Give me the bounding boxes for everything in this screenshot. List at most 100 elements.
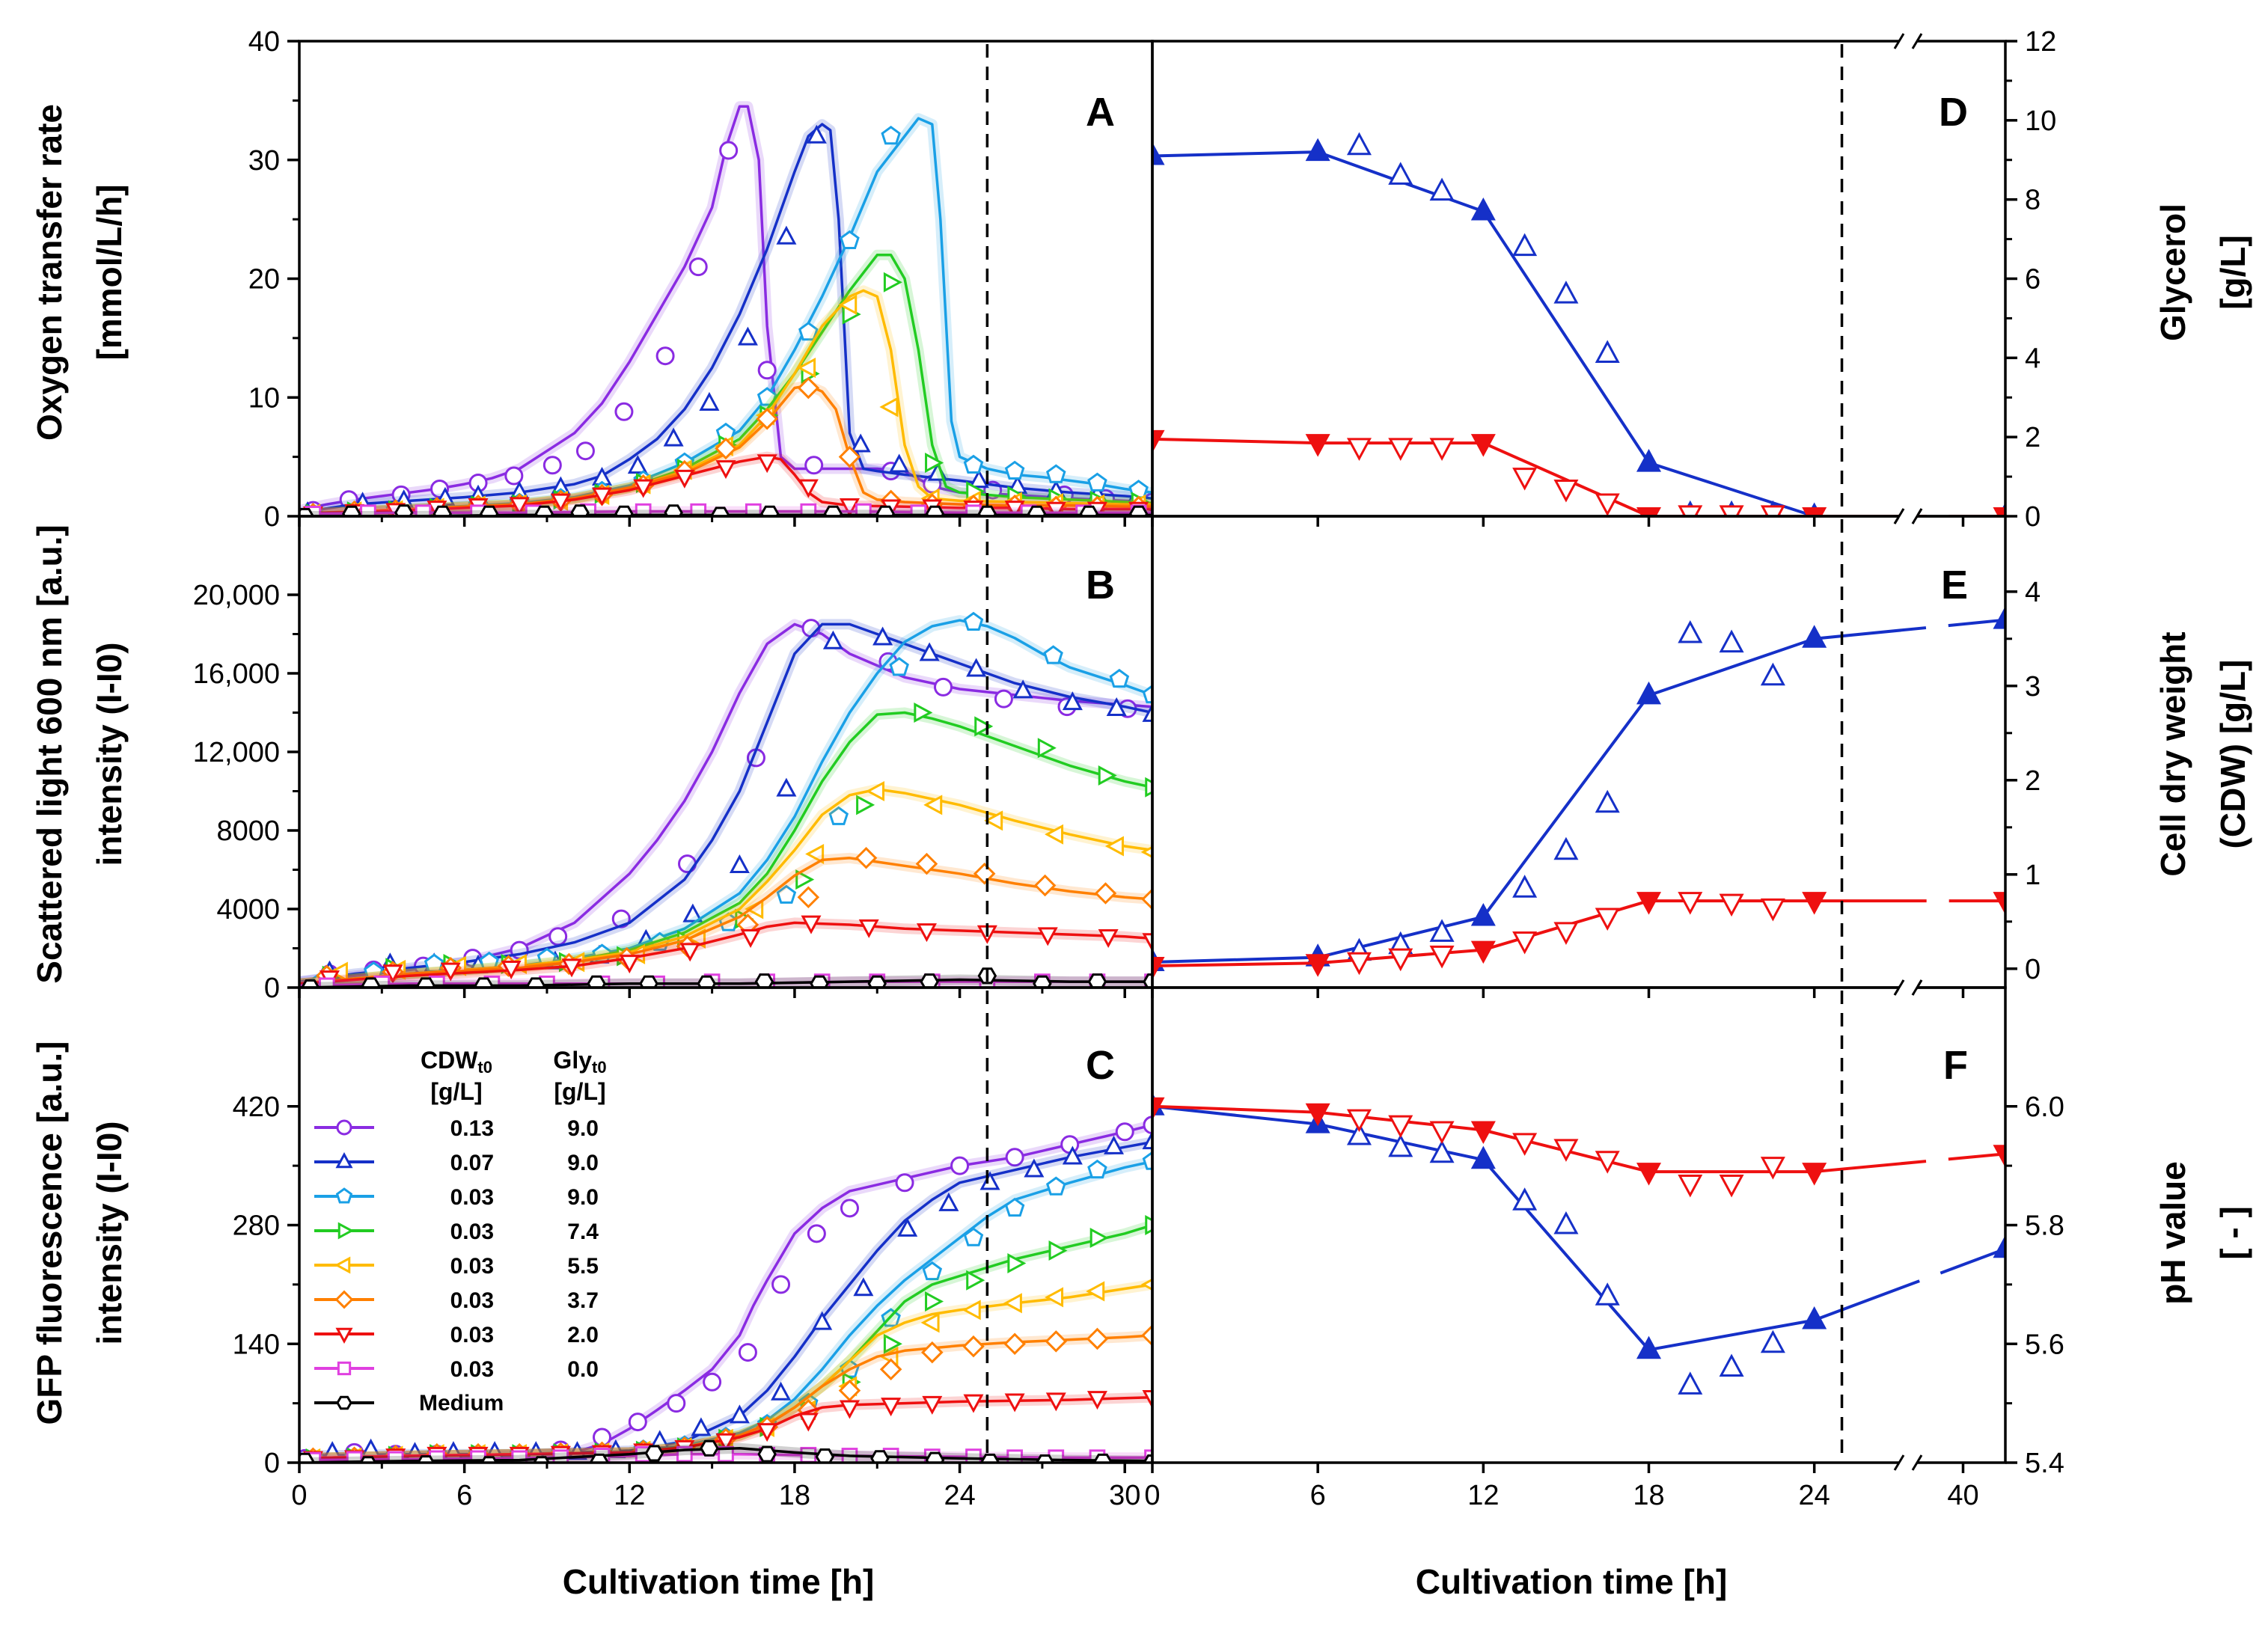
data-point-b-5-11: [973, 862, 996, 885]
data-point-b-6-4: [561, 958, 582, 978]
data-point-c-8-2: [417, 1455, 435, 1463]
data-point-c-7-10: [718, 1445, 734, 1463]
data-point-filled-e-1-4: [1802, 892, 1827, 915]
data-point-open-e-0-8: [1760, 662, 1785, 686]
y-tick-label-f-1: 5.6: [2025, 1329, 2064, 1360]
x-tick-label-c-0: 0: [291, 1480, 307, 1511]
data-point-c-4-16: [962, 1300, 981, 1321]
data-point-a-8-13: [925, 505, 945, 516]
data-point-b-8-15: [1143, 973, 1152, 988]
data-point-open-f-0-5: [1595, 1282, 1620, 1306]
axis-break-mark: [1911, 1454, 1923, 1471]
series-line-e-0: [1482, 694, 1651, 918]
axis-break-gap: [1899, 982, 1917, 994]
series-line-c-6: [299, 1395, 1152, 1460]
data-point-b-1-14: [1012, 679, 1033, 699]
data-point-c-1-18: [1062, 1145, 1083, 1165]
legend-gly-6: 2.0: [567, 1323, 599, 1347]
data-point-open-e-0-4: [1553, 836, 1579, 860]
panel-label-e: E: [1941, 563, 1968, 608]
data-point-filled-d-0-2: [1470, 197, 1496, 221]
y-axis-label-b-line2: intensity (I-I0): [90, 642, 129, 866]
plot-panel-e: [1152, 606, 2005, 980]
panel-label-f: F: [1943, 1043, 1968, 1088]
y-tick-label-d-0: 0: [2025, 501, 2041, 533]
series-line-d-1: [1152, 437, 1318, 445]
data-point-filled-f-1-1: [1305, 1103, 1330, 1127]
data-point-c-6-14: [881, 1398, 902, 1417]
data-point-c-3-16: [966, 1270, 985, 1291]
x-tick-label-c-2: 12: [614, 1480, 645, 1511]
data-point-b-6-8: [801, 915, 822, 934]
data-point-a-1-10: [699, 391, 720, 411]
data-point-b-6-14: [1142, 933, 1152, 952]
data-point-c-0-18: [1060, 1135, 1080, 1154]
data-point-b-1-13: [966, 658, 987, 677]
data-point-c-8-13: [1035, 1454, 1055, 1463]
series-line-b-8: [299, 978, 1152, 988]
x-tick-label-f-1: 6: [1310, 1480, 1326, 1511]
data-point-b-3-9: [856, 795, 875, 815]
panel-frame-f: [1151, 986, 2007, 1464]
data-point-open-e-1-0: [1346, 952, 1372, 976]
data-point-b-6-3: [501, 961, 522, 980]
axis-break-mark: [1893, 33, 1905, 49]
y-tick-label-a-0: 0: [264, 501, 280, 533]
y-tick-label-e-3: 3: [2025, 671, 2041, 703]
data-point-c-8-6: [644, 1445, 664, 1462]
data-point-open-f-0-8: [1760, 1329, 1785, 1353]
data-point-c-3-19: [1089, 1227, 1109, 1249]
y-tick-label-b-4: 16,000: [193, 658, 280, 690]
legend-label-medium: Medium: [419, 1391, 504, 1416]
data-point-filled-d-0-3: [1636, 449, 1662, 472]
y-tick-label-d-1: 2: [2025, 422, 2041, 453]
data-point-c-0-12: [771, 1275, 791, 1294]
data-point-c-0-19: [1115, 1122, 1134, 1142]
legend-cdw-1: 0.07: [450, 1151, 494, 1175]
data-point-c-3-18: [1048, 1240, 1068, 1261]
y-tick-label-d-3: 6: [2025, 264, 2041, 296]
data-point-open-f-0-4: [1553, 1211, 1579, 1234]
y-axis-label-a: Oxygen transfer rate [mmol/L/h]: [30, 104, 129, 441]
data-point-b-1-11: [872, 626, 893, 646]
data-point-c-5-14: [879, 1358, 902, 1381]
data-point-b-6-12: [1037, 927, 1058, 946]
data-point-a-6-18: [1045, 501, 1066, 516]
data-point-open-f-0-6: [1678, 1371, 1703, 1395]
data-point-c-3-15: [925, 1291, 944, 1312]
data-point-c-6-10: [715, 1433, 736, 1452]
data-point-a-1-11: [737, 326, 758, 346]
data-point-c-3-14: [883, 1333, 902, 1354]
data-point-c-8-8: [757, 1445, 777, 1463]
legend-marker-7: [337, 1361, 352, 1376]
data-point-b-6-5: [619, 955, 640, 974]
y-tick-label-d-4: 8: [2025, 185, 2041, 216]
data-point-a-7-10: [855, 503, 872, 516]
data-point-c-2-19: [1087, 1159, 1107, 1179]
data-point-b-2-14: [1142, 684, 1152, 704]
data-point-c-4-18: [1045, 1287, 1064, 1308]
data-point-c-1-12: [812, 1311, 833, 1330]
data-point-c-8-1: [359, 1456, 377, 1463]
data-point-c-6-16: [963, 1394, 984, 1413]
data-point-b-7-0: [318, 977, 335, 988]
data-point-c-4-19: [1086, 1281, 1105, 1302]
data-point-b-2-9: [828, 806, 849, 825]
data-point-a-8-6: [570, 504, 590, 516]
y-tick-label-b-5: 20,000: [193, 580, 280, 611]
data-point-c-0-10: [703, 1372, 722, 1392]
legend-gly-7: 0.0: [567, 1357, 599, 1382]
data-point-b-2-8: [776, 884, 797, 904]
data-point-a-0-13: [804, 456, 824, 475]
y-tick-label-b-0: 0: [264, 973, 280, 1004]
data-point-c-5-15: [921, 1341, 944, 1364]
series-line-e-0: [1648, 637, 1815, 697]
data-point-b-8-6: [639, 975, 658, 988]
data-point-c-2-17: [1004, 1197, 1025, 1217]
data-point-open-e-0-2: [1429, 919, 1455, 942]
y-axis-label-b: Scattered light 600 nm [a.u.] intensity …: [30, 524, 129, 983]
data-point-a-6-7: [592, 487, 613, 507]
data-point-open-e-0-6: [1678, 619, 1703, 643]
data-point-a-2-14: [881, 126, 901, 145]
data-point-b-5-8: [797, 886, 820, 909]
